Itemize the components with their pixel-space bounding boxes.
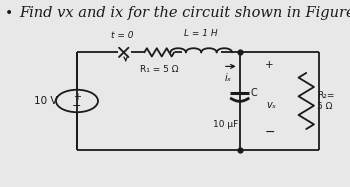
Text: •: • [5, 6, 18, 20]
Text: 10 μF: 10 μF [213, 120, 238, 129]
Text: R₁ = 5 Ω: R₁ = 5 Ω [140, 65, 178, 73]
Text: −: − [264, 126, 275, 139]
Text: vₓ: vₓ [266, 100, 276, 110]
Text: −: − [72, 101, 82, 111]
Text: R₂=
5 Ω: R₂= 5 Ω [317, 91, 334, 111]
Text: +: + [73, 92, 81, 102]
Text: 10 V: 10 V [34, 96, 57, 106]
Text: iₓ: iₓ [225, 73, 232, 83]
Text: C: C [250, 88, 257, 99]
Text: +: + [265, 60, 274, 70]
Text: L = 1 H: L = 1 H [184, 29, 218, 38]
Text: Find vx and ix for the circuit shown in Figure: Find vx and ix for the circuit shown in … [19, 6, 350, 20]
Text: t = 0: t = 0 [111, 31, 134, 40]
